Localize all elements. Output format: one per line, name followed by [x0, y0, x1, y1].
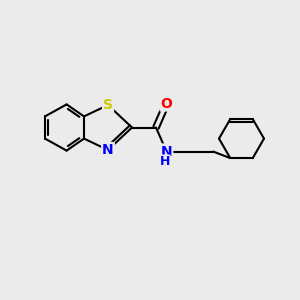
Text: O: O [160, 97, 172, 110]
Text: N: N [161, 145, 172, 158]
Text: N: N [102, 143, 114, 157]
Text: H: H [160, 155, 170, 168]
Text: S: S [103, 98, 113, 112]
